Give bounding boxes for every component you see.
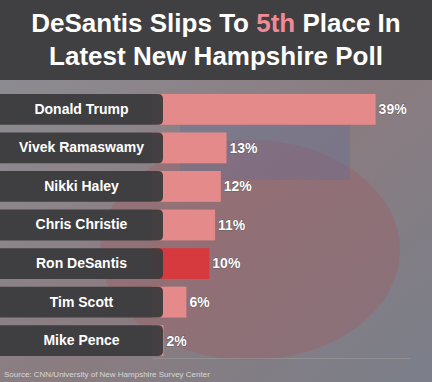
y-tick: Mike Pence xyxy=(43,332,119,348)
data-label: 10% xyxy=(212,255,241,271)
label-box xyxy=(0,171,163,202)
data-label: 2% xyxy=(166,333,187,349)
bar xyxy=(152,132,227,163)
data-label: 39% xyxy=(379,101,408,117)
y-tick-label: Vivek Ramaswamy xyxy=(19,139,144,155)
label-box xyxy=(0,94,163,125)
data-label: 11% xyxy=(218,217,246,233)
y-tick: Ron DeSantis xyxy=(36,255,127,271)
source: Source: CNN/University of New Hampshire … xyxy=(4,370,210,379)
background xyxy=(0,0,432,382)
y-tick-label: Nikki Haley xyxy=(44,178,119,194)
label-box xyxy=(0,248,163,279)
y-tick: Tim Scott xyxy=(50,294,114,310)
y-axis: Donald Trump Vivek Ramaswamy Nikki Haley Ch… xyxy=(19,101,144,348)
x-axis-line xyxy=(153,358,411,359)
y-tick-label: Mike Pence xyxy=(43,332,119,348)
chart: DeSantis Slips To 5th Place InLatest New… xyxy=(0,0,432,382)
bars xyxy=(152,94,376,356)
y-tick-label: Chris Christie xyxy=(36,216,128,232)
label-boxes xyxy=(0,94,163,356)
label-box xyxy=(0,132,163,163)
bar xyxy=(152,94,376,125)
y-tick: Nikki Haley xyxy=(44,178,119,194)
data-label: 12% xyxy=(224,178,253,194)
x-axis xyxy=(153,358,411,359)
data-label: 6% xyxy=(189,294,210,310)
y-tick-label: Donald Trump xyxy=(34,101,128,117)
title-background xyxy=(0,0,432,80)
y-tick: Donald Trump xyxy=(34,101,128,117)
label-box xyxy=(0,210,163,241)
data-label: 13% xyxy=(230,140,259,156)
y-tick-label: Tim Scott xyxy=(50,294,114,310)
label-box xyxy=(0,325,163,356)
y-tick: Chris Christie xyxy=(36,216,128,232)
label-box xyxy=(0,287,163,318)
y-tick: Vivek Ramaswamy xyxy=(19,139,144,155)
title: DeSantis Slips To 5th Place InLatest New… xyxy=(31,8,400,71)
y-tick-label: Ron DeSantis xyxy=(36,255,127,271)
data-labels: 39% 13% 12% 11% 10% 6% 2% xyxy=(166,101,407,348)
